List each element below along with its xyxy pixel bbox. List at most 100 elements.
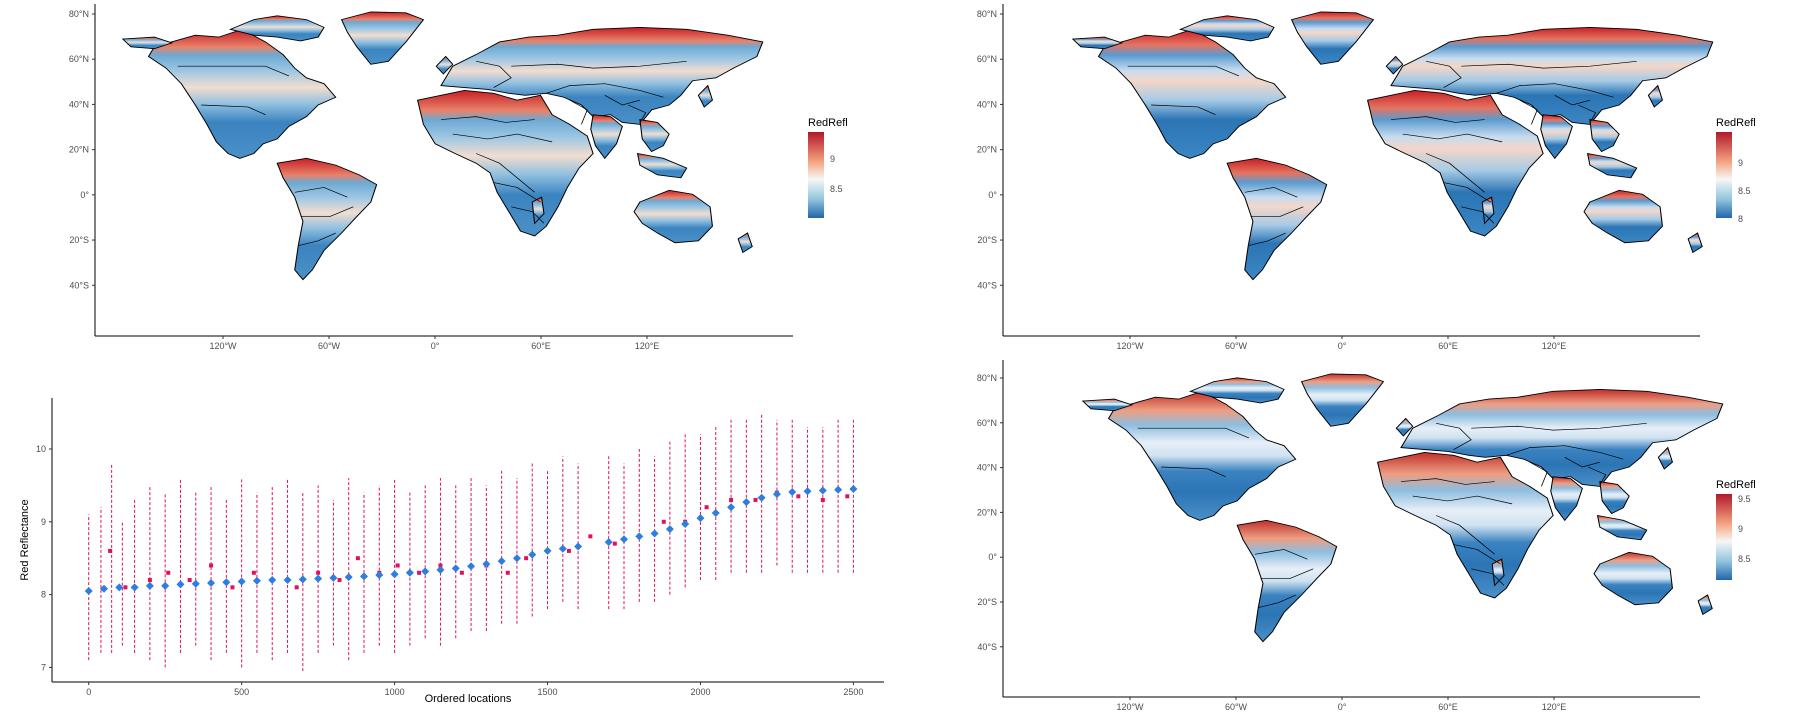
map-legend: RedRefl 9.5 9 8.5: [1716, 479, 1756, 580]
chart-y-label: Red Reflectance: [19, 499, 31, 580]
observed-point: [820, 497, 825, 502]
predicted-point: [314, 574, 323, 583]
map-lat-tick-label: 40°S: [977, 642, 997, 652]
map-lon-ticks: 120°W 60°W 0° 60°E 120°E: [1116, 336, 1566, 351]
map-lat-tick-label: 40°S: [977, 280, 997, 290]
map-lat-tick-label: 60°N: [69, 54, 89, 64]
legend-label: 8.5: [1738, 186, 1751, 196]
observed-point: [704, 505, 709, 510]
observed-point: [661, 519, 666, 524]
chart-x-ticks: 0 500 1000 1500 2000 2500: [86, 682, 863, 697]
map-lon-tick-label: 120°W: [1116, 702, 1144, 712]
predicted-point: [222, 578, 231, 587]
map-lon-tick-label: 0°: [1338, 341, 1347, 351]
map-lon-tick-label: 120°E: [1542, 341, 1567, 351]
map-panel-top-right: 80°N 60°N 40°N 20°N 0° 20°S 40°S 120°W 60°W 0° 60…: [977, 4, 1756, 351]
map-lat-tick-label: 80°N: [69, 9, 89, 19]
map-legend: RedRefl 9 8.5: [808, 117, 848, 218]
map-lat-ticks: 80°N 60°N 40°N 20°N 0° 20°S 40°S: [69, 9, 95, 290]
y-tick-label: 8: [41, 590, 46, 600]
x-tick-label: 1500: [538, 687, 558, 697]
y-tick-label: 7: [41, 662, 46, 672]
observed-point: [459, 570, 464, 575]
map-lon-tick-label: 0°: [431, 341, 440, 351]
chart-predicted: [84, 485, 858, 595]
predicted-point: [390, 570, 399, 579]
predicted-point: [482, 560, 491, 569]
x-tick-label: 2000: [690, 687, 710, 697]
x-tick-label: 1000: [385, 687, 405, 697]
predicted-point: [558, 544, 567, 553]
predicted-point: [161, 581, 170, 590]
map-lat-tick-label: 20°N: [977, 145, 997, 155]
predicted-point: [696, 514, 705, 523]
observed-point: [187, 578, 192, 583]
x-tick-label: 500: [234, 687, 249, 697]
map-lat-tick-label: 20°S: [69, 235, 89, 245]
observed-point: [251, 570, 256, 575]
predicted-point: [742, 498, 751, 507]
predicted-point: [176, 580, 185, 589]
chart-intervals: [88, 412, 854, 672]
map-lon-tick-label: 60°E: [1438, 341, 1458, 351]
predicted-point: [329, 573, 338, 582]
legend-label: 9.5: [1738, 494, 1751, 504]
predicted-point: [84, 586, 93, 595]
observed-point: [566, 548, 571, 553]
observed-point: [294, 585, 299, 590]
legend-title: RedRefl: [1716, 479, 1756, 491]
predicted-point: [757, 493, 766, 502]
legend-title: RedRefl: [808, 117, 848, 129]
predicted-point: [849, 485, 858, 494]
map-lat-tick-label: 40°N: [69, 99, 89, 109]
chart-observed: [86, 490, 850, 593]
map-lon-ticks: 120°W 60°W 0° 60°E 120°E: [1116, 697, 1566, 712]
observed-point: [209, 563, 214, 568]
predicted-point: [543, 546, 552, 555]
legend-label: 8.5: [1738, 554, 1751, 564]
predicted-point: [436, 565, 445, 574]
observed-point: [845, 494, 850, 499]
legend-label: 9: [1738, 524, 1743, 534]
predicted-point: [421, 567, 430, 576]
map-lat-tick-label: 20°N: [977, 507, 997, 517]
predicted-point: [512, 554, 521, 563]
map-lat-tick-label: 40°N: [977, 99, 997, 109]
map-lat-ticks: 80°N 60°N 40°N 20°N 0° 20°S 40°S: [977, 9, 1003, 290]
predicted-point: [772, 490, 781, 499]
map-lon-tick-label: 120°E: [1542, 702, 1567, 712]
map-panel-top-left: 80°N 60°N 40°N 20°N 0° 20°S 40°S 120°W 60°W 0° 60…: [69, 4, 848, 351]
observed-point: [612, 541, 617, 546]
legend-colorbar: [1716, 494, 1732, 580]
predicted-point: [467, 562, 476, 571]
predicted-point: [375, 570, 384, 579]
map-panel-bottom-right: 80°N 60°N 40°N 20°N 0° 20°S 40°S 120°W 60°W 0° 60…: [977, 360, 1756, 712]
observed-point: [588, 534, 593, 539]
map-lat-tick-label: 20°N: [69, 145, 89, 155]
predicted-point: [834, 485, 843, 494]
map-land: [122, 11, 764, 281]
observed-point: [337, 578, 342, 583]
y-tick-label: 9: [41, 517, 46, 527]
predicted-point: [298, 575, 307, 584]
observed-point: [796, 494, 801, 499]
legend-label: 9: [830, 154, 835, 164]
observed-point: [729, 497, 734, 502]
predicted-point: [100, 584, 108, 593]
predicted-point: [191, 579, 200, 588]
map-lat-tick-label: 40°S: [69, 280, 89, 290]
predicted-point: [344, 573, 353, 582]
predicted-point: [360, 572, 368, 581]
map-lon-ticks: 120°W 60°W 0° 60°E 120°E: [209, 336, 659, 351]
map-lat-tick-label: 80°N: [977, 9, 997, 19]
observed-point: [316, 570, 321, 575]
map-lon-tick-label: 0°: [1338, 702, 1347, 712]
predicted-point: [252, 576, 261, 585]
predicted-point: [635, 532, 644, 541]
predicted-point: [237, 577, 246, 586]
interval-chart: 0 500 1000 1500 2000 2500 7 8 9 10 Ordered locat…: [19, 398, 884, 705]
map-lat-tick-label: 0°: [80, 190, 89, 200]
predicted-point: [207, 578, 216, 587]
observed-point: [395, 563, 400, 568]
observed-point: [108, 548, 113, 553]
